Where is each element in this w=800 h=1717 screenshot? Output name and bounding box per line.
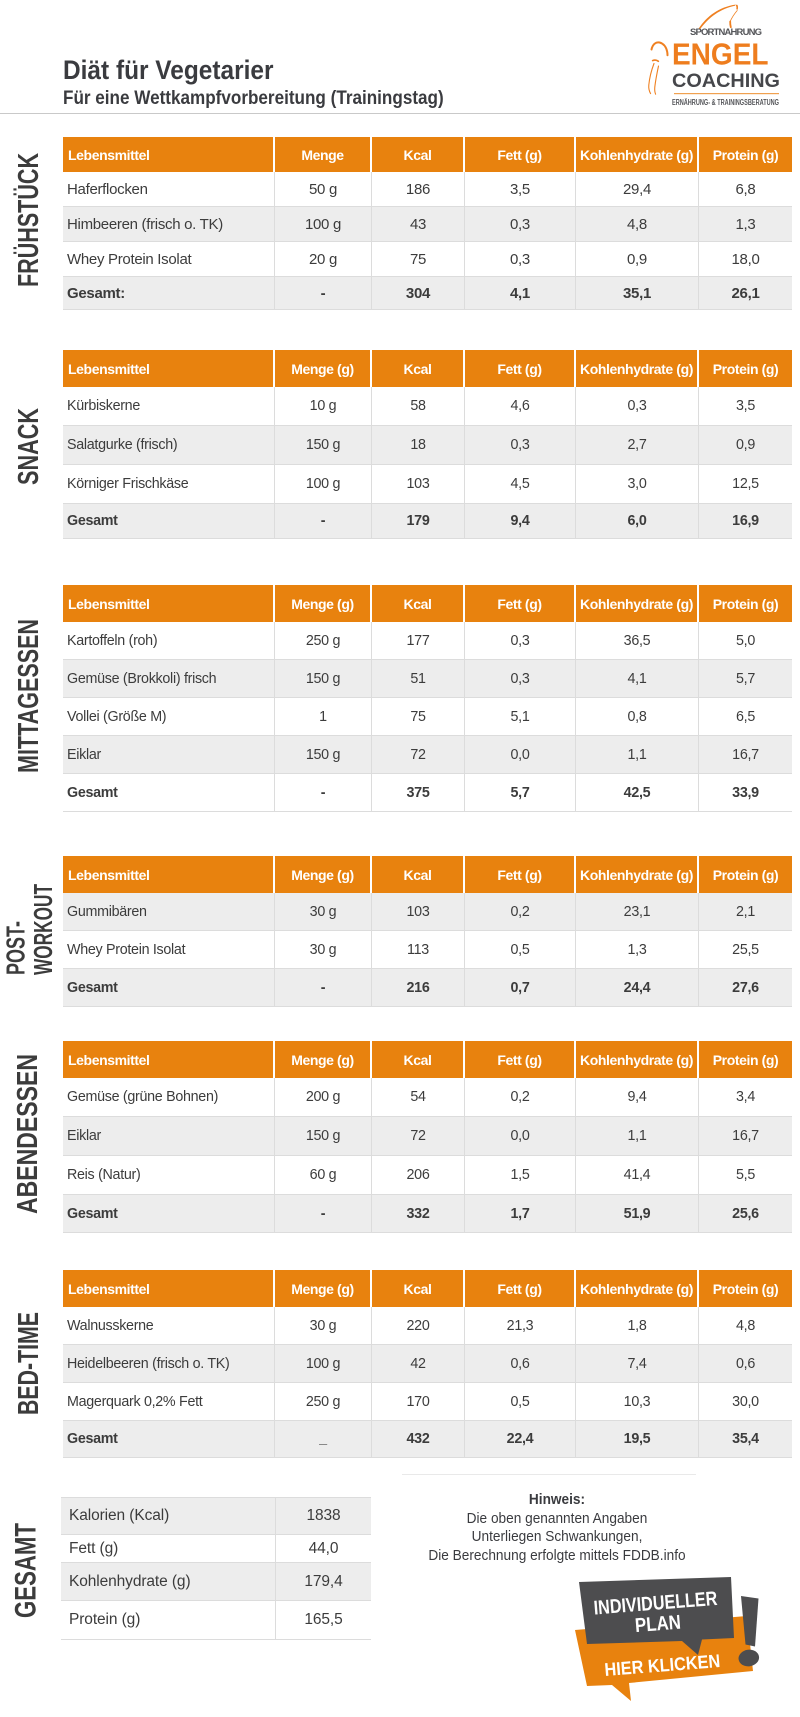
svg-text:SNACK: SNACK	[13, 407, 45, 484]
svg-text:PLAN: PLAN	[634, 1612, 682, 1638]
svg-text:GESAMT: GESAMT	[10, 1523, 43, 1618]
svg-text:ERNÄHRUNG- & TRAININGSBERATUNG: ERNÄHRUNG- & TRAININGSBERATUNG	[672, 98, 779, 107]
svg-text:COACHING: COACHING	[672, 71, 780, 92]
svg-text:MITTAGESSEN: MITTAGESSEN	[13, 619, 45, 773]
svg-text:WORKOUT: WORKOUT	[27, 883, 57, 974]
svg-text:ABENDESSEN: ABENDESSEN	[12, 1054, 44, 1214]
svg-text:FRÜHSTÜCK: FRÜHSTÜCK	[12, 153, 45, 287]
svg-text:POST-: POST-	[0, 921, 30, 975]
svg-text:BED-TIME: BED-TIME	[13, 1312, 45, 1415]
svg-text:SPORTNAHRUNG: SPORTNAHRUNG	[690, 27, 762, 38]
svg-text:ENGEL: ENGEL	[672, 37, 769, 72]
